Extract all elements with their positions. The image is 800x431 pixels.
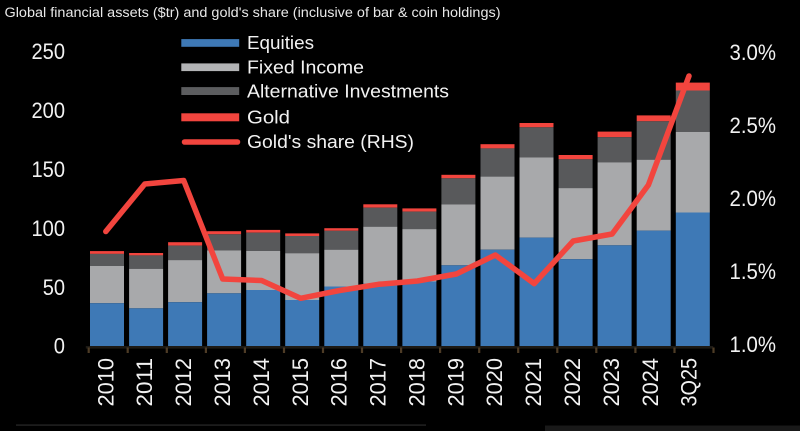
svg-text:Global financial assets ($tr): Global financial assets ($tr) and gold's… [5, 5, 501, 20]
svg-text:100: 100 [32, 216, 66, 241]
svg-text:Gold: Gold [247, 107, 290, 128]
svg-text:2020: 2020 [482, 358, 507, 407]
svg-text:2023: 2023 [599, 358, 624, 407]
svg-text:150: 150 [32, 157, 66, 182]
svg-text:2010: 2010 [93, 358, 118, 407]
svg-text:2021: 2021 [521, 358, 546, 407]
svg-text:2013: 2013 [210, 358, 235, 407]
svg-text:2014: 2014 [249, 358, 274, 407]
svg-text:Gold's share (RHS): Gold's share (RHS) [247, 131, 414, 152]
svg-text:Fixed Income: Fixed Income [247, 57, 364, 78]
svg-text:50: 50 [43, 275, 65, 300]
svg-text:200: 200 [32, 98, 66, 123]
svg-text:2016: 2016 [327, 358, 352, 407]
svg-text:2015: 2015 [288, 358, 313, 407]
svg-text:2.0%: 2.0% [730, 186, 777, 211]
svg-text:3.0%: 3.0% [730, 40, 777, 65]
svg-text:Equities: Equities [247, 32, 314, 53]
svg-text:0: 0 [54, 334, 65, 359]
svg-text:1.5%: 1.5% [730, 259, 777, 284]
svg-text:2.5%: 2.5% [730, 113, 777, 138]
svg-text:2012: 2012 [171, 358, 196, 407]
svg-text:2022: 2022 [560, 358, 585, 407]
svg-text:2011: 2011 [132, 358, 157, 407]
svg-text:1.0%: 1.0% [730, 332, 777, 357]
svg-text:2018: 2018 [404, 358, 429, 407]
svg-text:2017: 2017 [366, 358, 391, 407]
svg-text:Alternative Investments: Alternative Investments [247, 80, 449, 101]
svg-text:2019: 2019 [443, 358, 468, 407]
svg-text:250: 250 [32, 39, 66, 64]
svg-text:2024: 2024 [638, 358, 663, 407]
svg-text:3Q25: 3Q25 [677, 358, 702, 407]
